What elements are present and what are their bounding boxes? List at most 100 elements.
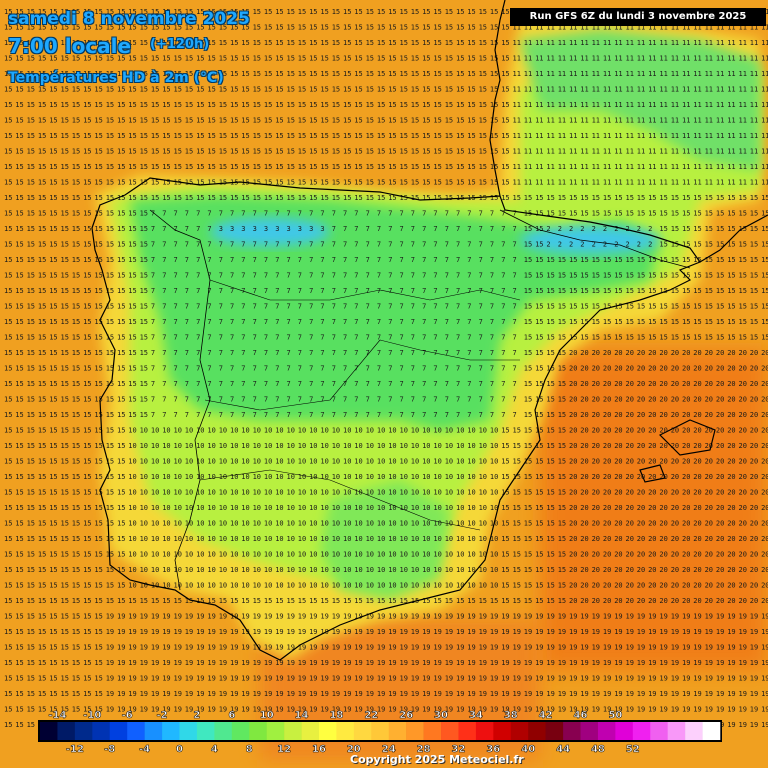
grid-value: 11 xyxy=(659,86,667,94)
grid-value: 20 xyxy=(716,489,724,497)
grid-value: 20 xyxy=(693,535,701,543)
grid-value: 15 xyxy=(546,318,554,326)
grid-value: 15 xyxy=(388,597,396,605)
grid-value: 15 xyxy=(61,349,69,357)
grid-value: 19 xyxy=(626,659,634,667)
grid-value: 19 xyxy=(693,659,701,667)
grid-value: 7 xyxy=(343,318,347,326)
grid-value: 20 xyxy=(671,566,679,574)
grid-value: 10 xyxy=(479,427,487,435)
grid-value: 20 xyxy=(569,427,577,435)
grid-value: 15 xyxy=(38,706,46,714)
grid-value: 15 xyxy=(94,148,102,156)
grid-value: 11 xyxy=(693,55,701,63)
legend-swatch xyxy=(702,722,721,740)
grid-value: 10 xyxy=(253,582,261,590)
grid-value: 11 xyxy=(750,101,758,109)
grid-value: 7 xyxy=(456,349,460,357)
grid-value: 20 xyxy=(659,473,667,481)
grid-value: 7 xyxy=(343,396,347,404)
grid-value: 15 xyxy=(162,163,170,171)
grid-value: 19 xyxy=(750,690,758,698)
grid-value: 10 xyxy=(196,520,204,528)
grid-value: 11 xyxy=(626,39,634,47)
grid-value: 11 xyxy=(614,163,622,171)
grid-value: 10 xyxy=(207,427,215,435)
grid-value: 7 xyxy=(162,287,166,295)
grid-value: 15 xyxy=(151,194,159,202)
grid-value: 7 xyxy=(411,349,415,357)
grid-value: 7 xyxy=(196,241,200,249)
grid-value: 7 xyxy=(513,334,517,342)
grid-value: 7 xyxy=(309,241,313,249)
grid-value: 15 xyxy=(185,117,193,125)
grid-value: 20 xyxy=(603,427,611,435)
grid-value: 11 xyxy=(513,24,521,32)
grid-value: 10 xyxy=(388,473,396,481)
grid-value: 19 xyxy=(354,690,362,698)
grid-value: 10 xyxy=(433,566,441,574)
grid-value: 11 xyxy=(569,117,577,125)
grid-value: 15 xyxy=(659,303,667,311)
grid-value: 20 xyxy=(739,582,747,590)
grid-value: 15 xyxy=(4,551,12,559)
grid-value: 15 xyxy=(185,179,193,187)
grid-value: 15 xyxy=(128,39,136,47)
grid-value: 15 xyxy=(513,597,521,605)
grid-value: 15 xyxy=(106,55,114,63)
grid-value: 15 xyxy=(72,396,80,404)
grid-value: 15 xyxy=(343,132,351,140)
grid-value: 15 xyxy=(106,427,114,435)
grid-value: 10 xyxy=(128,427,136,435)
grid-value: 10 xyxy=(422,489,430,497)
grid-value: 15 xyxy=(4,644,12,652)
grid-value: 15 xyxy=(128,179,136,187)
grid-value: 10 xyxy=(479,551,487,559)
grid-value: 15 xyxy=(94,473,102,481)
grid-value: 15 xyxy=(185,148,193,156)
grid-value: 10 xyxy=(332,582,340,590)
grid-value: 15 xyxy=(501,55,509,63)
grid-value: 19 xyxy=(106,659,114,667)
grid-value: 20 xyxy=(637,551,645,559)
grid-value: 11 xyxy=(761,55,768,63)
grid-value: 7 xyxy=(501,272,505,280)
grid-value: 15 xyxy=(490,597,498,605)
grid-value: 2 xyxy=(603,241,607,249)
grid-value: 19 xyxy=(580,690,588,698)
grid-value: 15 xyxy=(524,272,532,280)
grid-value: 20 xyxy=(648,365,656,373)
grid-value: 10 xyxy=(309,458,317,466)
grid-value: 15 xyxy=(106,597,114,605)
grid-value: 7 xyxy=(162,349,166,357)
grid-value: 15 xyxy=(501,194,509,202)
grid-value: 15 xyxy=(659,256,667,264)
regional-border-2 xyxy=(204,339,520,411)
grid-value: 15 xyxy=(230,39,238,47)
grid-value: 7 xyxy=(343,365,347,373)
grid-value: 20 xyxy=(659,442,667,450)
grid-value: 19 xyxy=(196,613,204,621)
grid-value: 15 xyxy=(524,396,532,404)
grid-value: 7 xyxy=(422,225,426,233)
grid-value: 15 xyxy=(637,303,645,311)
grid-value: 20 xyxy=(592,380,600,388)
grid-value: 19 xyxy=(287,706,295,714)
grid-value: 7 xyxy=(366,365,370,373)
grid-value: 10 xyxy=(479,535,487,543)
grid-value: 7 xyxy=(479,411,483,419)
grid-value: 15 xyxy=(72,613,80,621)
grid-value: 19 xyxy=(671,628,679,636)
grid-value: 20 xyxy=(569,597,577,605)
grid-value: 7 xyxy=(467,225,471,233)
grid-value: 15 xyxy=(15,334,23,342)
grid-value: 15 xyxy=(445,39,453,47)
grid-value: 10 xyxy=(354,520,362,528)
grid-value: 11 xyxy=(659,179,667,187)
grid-value: 15 xyxy=(354,101,362,109)
grid-value: 20 xyxy=(705,551,713,559)
grid-value: 20 xyxy=(716,442,724,450)
grid-value: 10 xyxy=(354,458,362,466)
grid-value: 15 xyxy=(61,411,69,419)
grid-value: 15 xyxy=(140,380,148,388)
